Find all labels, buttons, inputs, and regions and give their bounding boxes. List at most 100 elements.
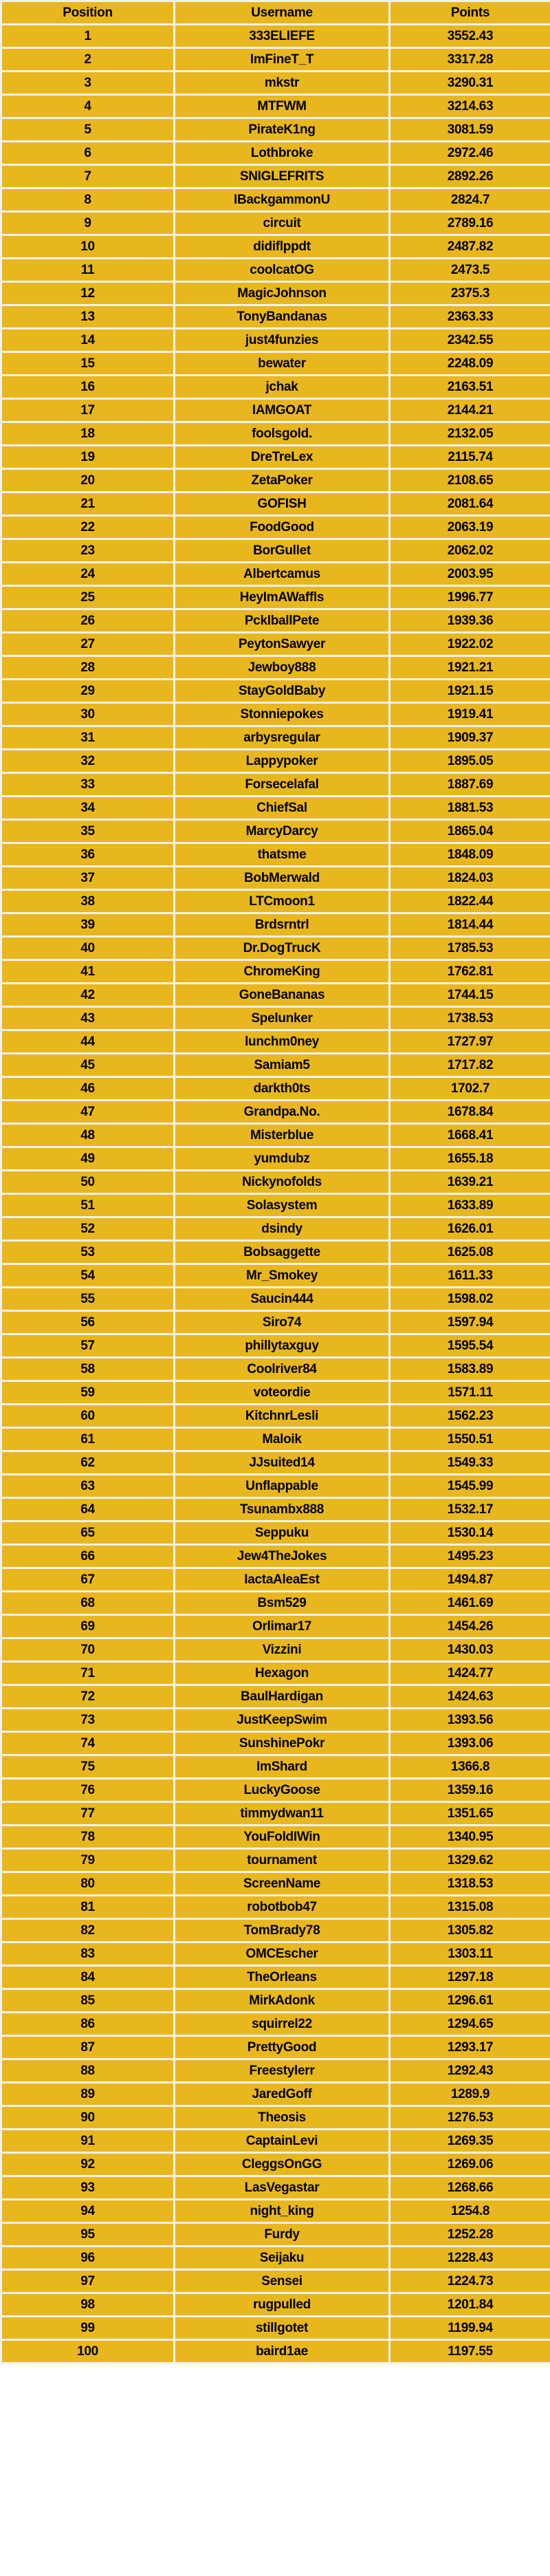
points-cell: 1461.69	[388, 1590, 550, 1616]
position-cell: 18	[0, 421, 175, 446]
position-cell: 51	[0, 1193, 175, 1218]
position-cell: 55	[0, 1286, 175, 1312]
position-cell: 30	[0, 702, 175, 727]
table-row: 24 Albertcamus 2003.95	[0, 561, 550, 587]
points-cell: 1887.69	[388, 772, 550, 797]
table-row: 68 Bsm529 1461.69	[0, 1590, 550, 1616]
username-cell: Stonniepokes	[173, 702, 390, 727]
position-cell: 52	[0, 1216, 175, 1242]
position-cell: 68	[0, 1590, 175, 1616]
username-cell: lunchm0ney	[173, 1029, 390, 1054]
position-cell: 85	[0, 1988, 175, 2013]
username-cell: Samiam5	[173, 1052, 390, 1078]
points-cell: 2003.95	[388, 561, 550, 587]
table-row: 17 IAMGOAT 2144.21	[0, 398, 550, 423]
points-cell: 1919.41	[388, 702, 550, 727]
position-cell: 2	[0, 47, 175, 72]
position-cell: 43	[0, 1006, 175, 1031]
table-row: 16 jchak 2163.51	[0, 374, 550, 400]
position-cell: 15	[0, 351, 175, 376]
column-header-position: Position	[0, 0, 175, 25]
points-cell: 1254.8	[388, 2198, 550, 2224]
username-cell: Solasystem	[173, 1193, 390, 1218]
position-cell: 89	[0, 2081, 175, 2107]
table-row: 3 mkstr 3290.31	[0, 70, 550, 96]
username-cell: voteordie	[173, 1380, 390, 1405]
position-cell: 67	[0, 1567, 175, 1592]
points-cell: 1702.7	[388, 1076, 550, 1101]
position-cell: 6	[0, 140, 175, 166]
table-row: 80 ScreenName 1318.53	[0, 1871, 550, 1896]
points-cell: 1228.43	[388, 2245, 550, 2271]
points-cell: 1340.95	[388, 1824, 550, 1850]
position-cell: 87	[0, 2035, 175, 2060]
position-cell: 4	[0, 94, 175, 119]
position-cell: 93	[0, 2175, 175, 2200]
table-row: 10 didiflppdt 2487.82	[0, 234, 550, 259]
points-cell: 1424.77	[388, 1660, 550, 1686]
points-cell: 1424.63	[388, 1684, 550, 1709]
points-cell: 1822.44	[388, 889, 550, 914]
username-cell: mkstr	[173, 70, 390, 96]
header-row: Position Username Points	[0, 0, 550, 25]
table-row: 57 phillytaxguy 1595.54	[0, 1333, 550, 1359]
table-row: 13 TonyBandanas 2363.33	[0, 304, 550, 329]
table-row: 55 Saucin444 1598.02	[0, 1286, 550, 1312]
username-cell: circuit	[173, 210, 390, 236]
username-cell: BorGullet	[173, 538, 390, 563]
points-cell: 2972.46	[388, 140, 550, 166]
position-cell: 46	[0, 1076, 175, 1101]
points-cell: 1201.84	[388, 2292, 550, 2317]
table-row: 92 CleggsOnGG 1269.06	[0, 2152, 550, 2177]
username-cell: night_king	[173, 2198, 390, 2224]
username-cell: MirkAdonk	[173, 1988, 390, 2013]
points-cell: 1785.53	[388, 935, 550, 961]
table-row: 18 foolsgold. 2132.05	[0, 421, 550, 446]
points-cell: 1625.08	[388, 1240, 550, 1265]
points-cell: 2248.09	[388, 351, 550, 376]
table-row: 46 darkth0ts 1702.7	[0, 1076, 550, 1101]
username-cell: Albertcamus	[173, 561, 390, 587]
table-row: 52 dsindy 1626.01	[0, 1216, 550, 1242]
table-row: 84 TheOrleans 1297.18	[0, 1965, 550, 1990]
position-cell: 91	[0, 2128, 175, 2154]
position-cell: 60	[0, 1403, 175, 1429]
table-row: 59 voteordie 1571.11	[0, 1380, 550, 1405]
username-cell: MarcyDarcy	[173, 819, 390, 844]
table-row: 4 MTFWM 3214.63	[0, 94, 550, 119]
points-cell: 2487.82	[388, 234, 550, 259]
points-cell: 1595.54	[388, 1333, 550, 1359]
table-row: 64 Tsunambx888 1532.17	[0, 1497, 550, 1522]
table-row: 82 TomBrady78 1305.82	[0, 1918, 550, 1943]
username-cell: Grandpa.No.	[173, 1099, 390, 1125]
table-row: 70 Vizzini 1430.03	[0, 1637, 550, 1663]
points-cell: 1292.43	[388, 2058, 550, 2083]
points-cell: 2081.64	[388, 491, 550, 517]
points-cell: 1530.14	[388, 1520, 550, 1546]
table-row: 27 PeytonSawyer 1922.02	[0, 631, 550, 657]
username-cell: LuckyGoose	[173, 1777, 390, 1803]
username-cell: Maloik	[173, 1427, 390, 1452]
position-cell: 81	[0, 1894, 175, 1920]
username-cell: robotbob47	[173, 1894, 390, 1920]
position-cell: 48	[0, 1123, 175, 1148]
username-cell: PirateK1ng	[173, 117, 390, 142]
position-cell: 100	[0, 2339, 175, 2364]
table-row: 19 DreTreLex 2115.74	[0, 444, 550, 470]
table-row: 83 OMCEscher 1303.11	[0, 1941, 550, 1967]
position-cell: 20	[0, 468, 175, 493]
position-cell: 34	[0, 795, 175, 821]
points-cell: 1318.53	[388, 1871, 550, 1896]
table-row: 30 Stonniepokes 1919.41	[0, 702, 550, 727]
username-cell: Furdy	[173, 2222, 390, 2247]
table-row: 51 Solasystem 1633.89	[0, 1193, 550, 1218]
points-cell: 1430.03	[388, 1637, 550, 1663]
position-cell: 14	[0, 327, 175, 353]
username-cell: BobMerwald	[173, 865, 390, 891]
table-row: 94 night_king 1254.8	[0, 2198, 550, 2224]
points-cell: 1639.21	[388, 1169, 550, 1195]
points-cell: 2062.02	[388, 538, 550, 563]
position-cell: 77	[0, 1801, 175, 1826]
position-cell: 31	[0, 725, 175, 750]
username-cell: rugpulled	[173, 2292, 390, 2317]
